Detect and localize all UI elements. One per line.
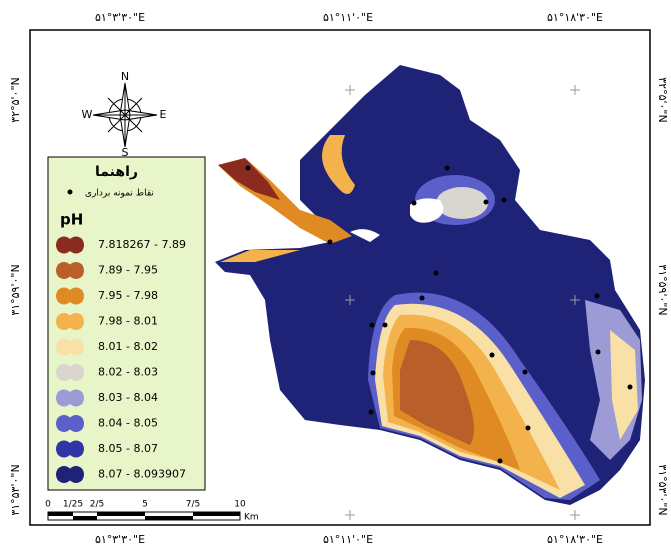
compass-west: W bbox=[82, 108, 93, 121]
sampling-points bbox=[245, 165, 633, 464]
sample-point bbox=[419, 295, 425, 301]
legend-swatch bbox=[56, 287, 84, 305]
compass-east: E bbox=[160, 108, 167, 121]
lake bbox=[410, 198, 444, 223]
legend-swatch bbox=[56, 415, 84, 432]
scale-label: 5 bbox=[142, 500, 148, 510]
legend-swatch bbox=[56, 338, 84, 356]
sample-point bbox=[368, 409, 374, 415]
right-coordinate: ۳۲°۵'۰"N bbox=[656, 77, 669, 122]
sample-point bbox=[369, 322, 375, 328]
legend-label: 8.07 - 8.093907 bbox=[98, 468, 186, 481]
sample-point bbox=[370, 370, 376, 376]
scale-segment bbox=[73, 516, 97, 520]
bottom-coordinate: ۵۱°۱۸'۳۰"E bbox=[547, 533, 603, 546]
legend-points-label: نقاط نمونه برداری bbox=[85, 189, 154, 199]
sample-point bbox=[433, 270, 439, 276]
legend-label: 7.95 - 7.98 bbox=[98, 289, 158, 302]
scale-segment bbox=[48, 512, 73, 516]
sample-point bbox=[245, 165, 251, 171]
scale-label: 7/5 bbox=[186, 500, 200, 510]
zone bbox=[220, 250, 300, 262]
compass-south: S bbox=[122, 146, 129, 159]
bottom-coordinate: ۵۱°۳'۳۰"E bbox=[95, 533, 145, 546]
sample-point bbox=[594, 293, 600, 299]
right-coordinate: ۳۱°۵۹'۰"N bbox=[656, 264, 669, 315]
right-coordinate: ۳۱°۵۳'۰"N bbox=[656, 464, 669, 515]
zone bbox=[610, 330, 638, 440]
top-coordinate: ۵۱°۱۱'۰"E bbox=[323, 11, 373, 24]
compass-north: N bbox=[121, 70, 129, 83]
left-coordinate: ۳۱°۵۹'۰"N bbox=[9, 264, 22, 315]
sample-point bbox=[411, 200, 417, 206]
zone bbox=[436, 187, 488, 219]
scale-label: 2/5 bbox=[90, 500, 104, 510]
legend-label: 7.89 - 7.95 bbox=[98, 264, 158, 277]
sample-point bbox=[327, 239, 333, 245]
scale-segment bbox=[145, 516, 193, 520]
sample-point bbox=[595, 349, 601, 355]
sample-point bbox=[483, 199, 489, 205]
legend-swatch bbox=[56, 466, 84, 483]
scale-segment bbox=[97, 512, 145, 516]
legend-swatch bbox=[56, 389, 84, 407]
compass-lines bbox=[93, 83, 157, 147]
legend-label: 8.01 - 8.02 bbox=[98, 340, 158, 353]
legend-label: 7.818267 - 7.89 bbox=[98, 238, 186, 251]
legend-label: 8.02 - 8.03 bbox=[98, 366, 158, 379]
sample-point bbox=[497, 458, 503, 464]
legend-swatch bbox=[56, 313, 84, 330]
legend-swatch bbox=[56, 364, 84, 381]
legend: راهنما نقاط نمونه برداری pH 7.818267 - 7… bbox=[47, 156, 206, 491]
sample-point bbox=[444, 165, 450, 171]
left-coordinate: ۳۱°۵۳'۰"N bbox=[9, 464, 22, 515]
legend-label: 8.05 - 8.07 bbox=[98, 442, 158, 455]
scale-label: 0 bbox=[45, 500, 51, 510]
sample-point bbox=[627, 384, 633, 390]
top-coordinate: ۵۱°۱۸'۳۰"E bbox=[547, 11, 603, 24]
scale-label: 10 bbox=[234, 500, 246, 510]
sample-point bbox=[525, 425, 531, 431]
legend-swatch bbox=[56, 440, 84, 458]
left-coordinate: ۳۲°۵'۰"N bbox=[9, 77, 22, 122]
compass bbox=[92, 82, 158, 148]
ph-map bbox=[215, 65, 645, 505]
legend-title: راهنما bbox=[95, 164, 138, 180]
legend-label: 7.98 - 8.01 bbox=[98, 315, 158, 328]
graticule bbox=[345, 85, 580, 520]
scale-unit: Km bbox=[244, 513, 259, 523]
scale-segment bbox=[193, 512, 240, 516]
legend-swatch bbox=[56, 262, 84, 279]
sample-point bbox=[501, 197, 507, 203]
legend-label: 8.04 - 8.05 bbox=[98, 417, 158, 430]
sample-point bbox=[489, 352, 495, 358]
top-coordinate: ۵۱°۳'۳۰"E bbox=[95, 11, 145, 24]
legend-variable: pH bbox=[60, 211, 83, 229]
sample-point bbox=[382, 322, 388, 328]
legend-point-symbol bbox=[67, 189, 73, 195]
grid-cross bbox=[345, 85, 580, 520]
legend-swatch bbox=[56, 236, 84, 254]
scale-label: 1/25 bbox=[63, 500, 83, 510]
bottom-coordinate: ۵۱°۱۱'۰"E bbox=[323, 533, 373, 546]
lake bbox=[350, 229, 380, 242]
zone bbox=[322, 135, 355, 194]
scale-bar: 0 1/25 2/5 5 7/5 10 Km bbox=[45, 500, 259, 523]
sample-point bbox=[522, 369, 528, 375]
zone bbox=[400, 340, 474, 445]
zone bbox=[218, 158, 280, 200]
legend-label: 8.03 - 8.04 bbox=[98, 391, 158, 404]
